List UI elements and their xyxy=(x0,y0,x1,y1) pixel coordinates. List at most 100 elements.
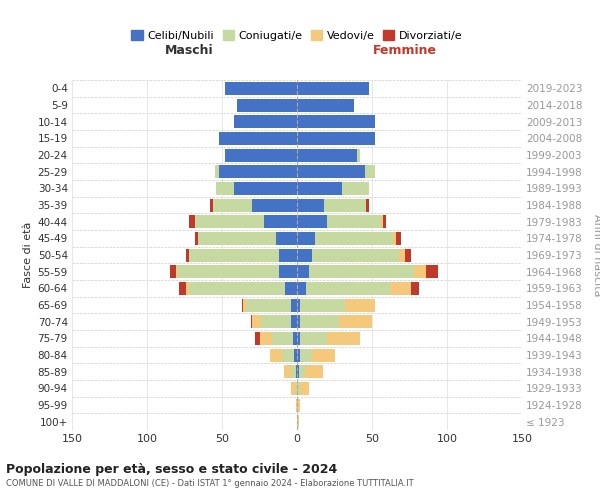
Bar xyxy=(297,348,300,362)
Bar xyxy=(315,232,393,245)
Bar xyxy=(390,282,411,295)
Bar xyxy=(312,248,399,262)
Bar xyxy=(297,315,300,328)
Bar xyxy=(324,198,366,211)
Bar xyxy=(327,332,360,345)
Bar xyxy=(297,265,309,278)
Bar xyxy=(396,232,401,245)
Bar xyxy=(414,265,426,278)
Bar xyxy=(234,182,297,195)
Bar xyxy=(296,382,297,395)
Bar xyxy=(297,148,357,162)
Bar xyxy=(195,232,198,245)
Bar xyxy=(309,265,414,278)
Bar xyxy=(237,98,297,112)
Bar xyxy=(282,348,294,362)
Bar xyxy=(300,332,327,345)
Bar xyxy=(284,365,291,378)
Bar xyxy=(246,298,291,312)
Bar xyxy=(291,365,296,378)
Bar xyxy=(381,215,383,228)
Bar xyxy=(215,165,219,178)
Bar xyxy=(189,248,279,262)
Bar xyxy=(393,232,396,245)
Bar xyxy=(297,132,375,145)
Bar xyxy=(383,215,386,228)
Bar xyxy=(186,248,189,262)
Bar xyxy=(297,415,299,428)
Bar xyxy=(241,298,243,312)
Bar xyxy=(294,348,297,362)
Bar xyxy=(297,82,369,95)
Bar xyxy=(297,332,300,345)
Bar xyxy=(243,298,246,312)
Bar xyxy=(297,282,306,295)
Bar xyxy=(299,365,305,378)
Bar xyxy=(297,115,375,128)
Bar xyxy=(345,298,375,312)
Bar xyxy=(179,282,186,295)
Bar xyxy=(297,182,342,195)
Y-axis label: Fasce di età: Fasce di età xyxy=(23,222,34,288)
Bar xyxy=(296,398,297,411)
Bar xyxy=(216,182,234,195)
Bar xyxy=(261,315,291,328)
Bar xyxy=(251,315,252,328)
Bar xyxy=(342,182,369,195)
Bar xyxy=(285,282,297,295)
Bar xyxy=(176,265,177,278)
Bar xyxy=(339,315,372,328)
Bar xyxy=(219,165,297,178)
Bar xyxy=(234,115,297,128)
Bar xyxy=(255,332,260,345)
Bar xyxy=(357,148,360,162)
Text: COMUNE DI VALLE DI MADDALONI (CE) - Dati ISTAT 1° gennaio 2024 - Elaborazione TU: COMUNE DI VALLE DI MADDALONI (CE) - Dati… xyxy=(6,479,413,488)
Bar xyxy=(297,232,315,245)
Bar xyxy=(225,148,297,162)
Text: Femmine: Femmine xyxy=(373,44,437,57)
Bar xyxy=(300,315,339,328)
Bar xyxy=(297,98,354,112)
Bar xyxy=(399,248,405,262)
Bar xyxy=(300,382,309,395)
Bar xyxy=(225,82,297,95)
Bar xyxy=(252,315,261,328)
Legend: Celibi/Nubili, Coniugati/e, Vedovi/e, Divorziati/e: Celibi/Nubili, Coniugati/e, Vedovi/e, Di… xyxy=(127,26,467,46)
Bar xyxy=(405,248,411,262)
Bar xyxy=(297,382,300,395)
Bar xyxy=(297,165,365,178)
Bar xyxy=(305,365,323,378)
Bar xyxy=(306,282,390,295)
Bar xyxy=(291,382,296,395)
Bar xyxy=(279,265,297,278)
Bar xyxy=(198,232,276,245)
Bar xyxy=(297,398,300,411)
Bar xyxy=(260,332,271,345)
Bar xyxy=(297,198,324,211)
Bar xyxy=(271,332,293,345)
Bar xyxy=(300,298,345,312)
Bar xyxy=(297,298,300,312)
Bar xyxy=(213,198,252,211)
Bar xyxy=(365,165,375,178)
Text: Popolazione per età, sesso e stato civile - 2024: Popolazione per età, sesso e stato civil… xyxy=(6,462,337,475)
Text: Maschi: Maschi xyxy=(164,44,214,57)
Bar xyxy=(297,248,312,262)
Bar xyxy=(297,365,299,378)
Bar xyxy=(210,198,213,211)
Bar xyxy=(291,298,297,312)
Bar xyxy=(327,215,381,228)
Bar xyxy=(170,265,176,278)
Bar xyxy=(270,348,282,362)
Bar xyxy=(300,348,312,362)
Bar xyxy=(279,248,297,262)
Bar xyxy=(264,215,297,228)
Bar xyxy=(189,282,285,295)
Bar xyxy=(297,215,327,228)
Bar xyxy=(291,315,297,328)
Bar xyxy=(426,265,438,278)
Bar xyxy=(186,282,189,295)
Bar xyxy=(195,215,264,228)
Bar xyxy=(276,232,297,245)
Bar xyxy=(366,198,369,211)
